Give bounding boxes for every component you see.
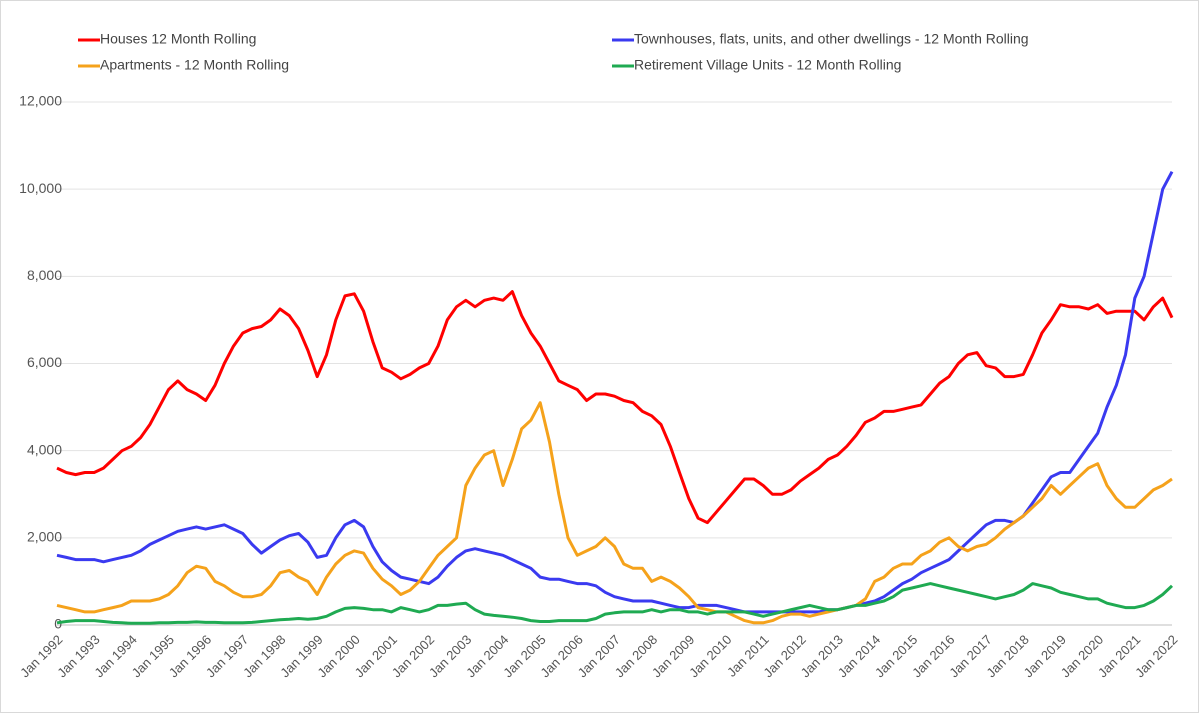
series-line <box>56 290 1174 525</box>
y-tick-label: 10,000 <box>19 180 62 196</box>
legend-label: Townhouses, flats, units, and other dwel… <box>634 31 1029 47</box>
legend-label: Retirement Village Units - 12 Month Roll… <box>634 57 901 73</box>
series-line <box>56 170 1174 614</box>
series-line <box>56 401 1173 625</box>
y-tick-label: 8,000 <box>27 267 62 283</box>
y-tick-label: 12,000 <box>19 93 62 109</box>
legend-label: Apartments - 12 Month Rolling <box>100 57 289 73</box>
y-tick-label: 4,000 <box>27 441 62 457</box>
y-tick-label: 2,000 <box>27 529 62 545</box>
lines <box>56 170 1174 625</box>
legend-label: Houses 12 Month Rolling <box>100 31 256 47</box>
y-tick-label: 6,000 <box>27 354 62 370</box>
legend: Houses 12 Month Rolling Townhouses, flats… <box>78 31 1029 73</box>
series-line <box>56 582 1174 625</box>
